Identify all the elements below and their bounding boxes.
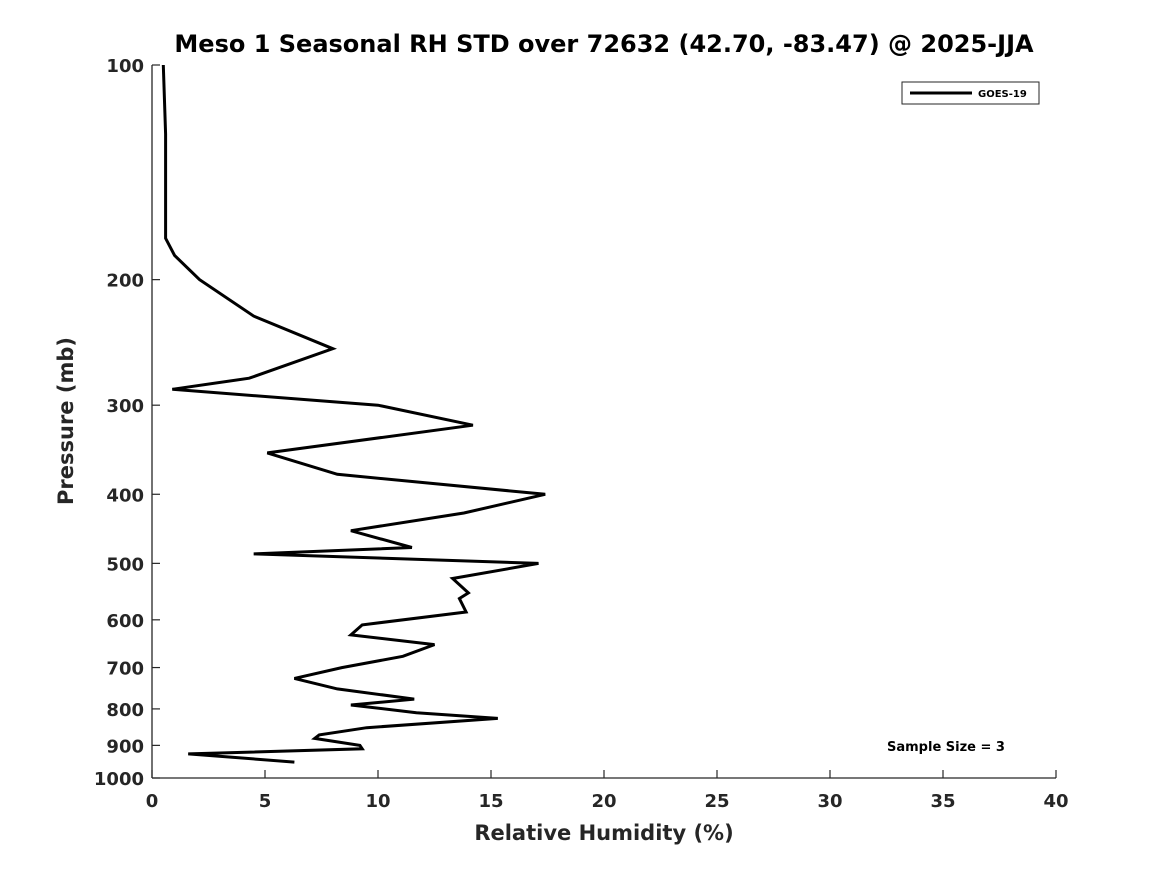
data-point bbox=[361, 624, 363, 626]
y-tick-label: 700 bbox=[106, 659, 144, 680]
legend: GOES-19 bbox=[901, 81, 1040, 105]
data-point bbox=[336, 473, 338, 475]
data-point bbox=[366, 726, 368, 728]
data-point bbox=[314, 737, 316, 739]
data-point bbox=[198, 278, 200, 280]
y-tick-label: 100 bbox=[106, 56, 144, 77]
chart-title: Meso 1 Seasonal RH STD over 72632 (42.70… bbox=[174, 30, 1034, 58]
data-point bbox=[377, 404, 379, 406]
data-point bbox=[433, 643, 435, 645]
data-point bbox=[465, 611, 467, 613]
x-tick-label: 40 bbox=[1043, 791, 1068, 812]
y-tick-label: 800 bbox=[106, 700, 144, 721]
data-point bbox=[187, 753, 189, 755]
data-point bbox=[458, 597, 460, 599]
x-tick-label: 35 bbox=[930, 791, 955, 812]
data-point bbox=[472, 424, 474, 426]
data-point bbox=[451, 577, 453, 579]
data-point bbox=[350, 634, 352, 636]
data-point bbox=[402, 655, 404, 657]
y-tick-label: 400 bbox=[106, 485, 144, 506]
series-line-goes-19 bbox=[161, 64, 546, 764]
x-axis-label: Relative Humidity (%) bbox=[474, 821, 733, 845]
data-point bbox=[361, 748, 363, 750]
x-tick-label: 0 bbox=[146, 791, 159, 812]
data-point bbox=[253, 553, 255, 555]
data-point bbox=[293, 677, 295, 679]
data-point bbox=[336, 688, 338, 690]
data-point bbox=[318, 734, 320, 736]
data-point bbox=[293, 761, 295, 763]
plot-frame bbox=[151, 65, 1056, 779]
data-point bbox=[497, 717, 499, 719]
x-tick-label: 20 bbox=[591, 791, 616, 812]
data-point bbox=[164, 219, 166, 221]
y-tick-label: 600 bbox=[106, 611, 144, 632]
data-point bbox=[411, 546, 413, 548]
data-point bbox=[164, 189, 166, 191]
data-point bbox=[544, 493, 546, 495]
data-point bbox=[266, 452, 268, 454]
y-ticks: 100 200 300 400 500 600 700 800 900 1000 bbox=[94, 56, 160, 790]
series-layer bbox=[161, 64, 546, 764]
data-point bbox=[253, 315, 255, 317]
y-tick-label: 200 bbox=[106, 271, 144, 292]
data-point bbox=[173, 254, 175, 256]
data-point bbox=[162, 64, 164, 66]
y-tick-label: 500 bbox=[106, 554, 144, 575]
data-point bbox=[463, 512, 465, 514]
data-point bbox=[359, 744, 361, 746]
x-tick-label: 10 bbox=[365, 791, 390, 812]
x-tick-label: 30 bbox=[817, 791, 842, 812]
data-point bbox=[164, 133, 166, 135]
data-point bbox=[341, 666, 343, 668]
data-point bbox=[332, 348, 334, 350]
y-tick-label: 1000 bbox=[94, 769, 144, 790]
data-point bbox=[413, 698, 415, 700]
data-point bbox=[350, 704, 352, 706]
x-tick-label: 15 bbox=[478, 791, 503, 812]
data-point bbox=[350, 530, 352, 532]
y-tick-label: 900 bbox=[106, 736, 144, 757]
data-point bbox=[164, 237, 166, 239]
x-tick-label: 5 bbox=[259, 791, 272, 812]
x-ticks: 0 5 10 15 20 25 30 35 40 bbox=[146, 770, 1069, 812]
data-point bbox=[467, 592, 469, 594]
data-point bbox=[537, 562, 539, 564]
sample-size-annotation: Sample Size = 3 bbox=[887, 740, 1005, 755]
y-tick-label: 300 bbox=[106, 396, 144, 417]
data-point bbox=[171, 388, 173, 390]
data-point bbox=[248, 377, 250, 379]
data-point bbox=[415, 712, 417, 714]
x-tick-label: 25 bbox=[704, 791, 729, 812]
legend-label-goes-19: GOES-19 bbox=[978, 89, 1027, 100]
y-axis-label: Pressure (mb) bbox=[54, 337, 78, 505]
